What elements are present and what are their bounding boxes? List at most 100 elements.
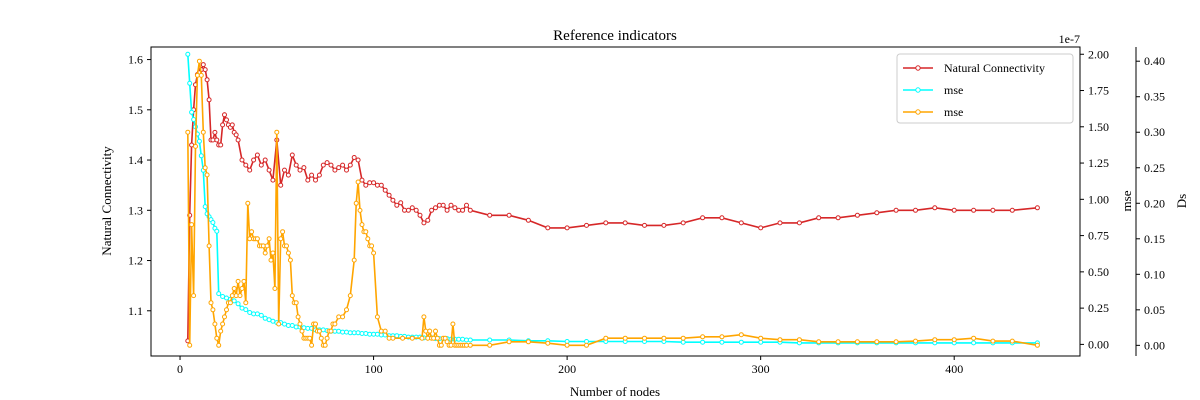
series-2-point — [374, 331, 380, 337]
ds-tick-label: 0.25 — [1144, 161, 1165, 175]
series-1-point — [336, 165, 342, 171]
series-1-point — [932, 205, 938, 211]
series-3-point — [293, 300, 299, 306]
series-1-point — [417, 212, 423, 218]
series-1-point — [202, 67, 208, 73]
series-3-point — [506, 339, 512, 345]
series-3-point — [378, 328, 384, 334]
legend-label: mse — [944, 83, 963, 97]
series-1-point — [777, 220, 783, 226]
series-1-point — [460, 207, 466, 213]
series-1-point — [661, 222, 667, 228]
series-3-point — [400, 335, 406, 341]
series-2-point — [198, 153, 204, 159]
series-2-point — [254, 311, 260, 317]
legend-label: Natural Connectivity — [944, 61, 1045, 75]
series-3-point — [438, 342, 444, 348]
series-1-point — [371, 180, 377, 186]
series-2-point — [355, 330, 361, 336]
series-3-point — [487, 342, 493, 348]
series-3-point — [249, 229, 255, 235]
series-1-point — [316, 172, 322, 178]
series-1-point — [429, 207, 435, 213]
series-1-point — [738, 220, 744, 226]
series-1-point — [204, 77, 210, 83]
series-3-point — [913, 338, 918, 344]
mse-axis-label: mse — [1119, 190, 1134, 211]
series-3-point — [210, 307, 216, 313]
series-1-point — [229, 122, 235, 128]
x-axis-label: Number of nodes — [570, 384, 660, 399]
series-1-point — [297, 167, 303, 173]
series-3-point — [216, 342, 222, 348]
series-3-point — [270, 250, 276, 256]
ds-tick-label: 0.30 — [1144, 125, 1165, 139]
series-1-point — [243, 162, 249, 168]
series-3-point — [274, 129, 280, 135]
legend-swatch-marker — [915, 109, 921, 115]
series-1-point — [210, 137, 216, 143]
series-3-point — [355, 179, 361, 185]
plot-border — [150, 46, 1081, 357]
series-1-point — [448, 202, 454, 208]
mse-tick-label: 0.75 — [1088, 229, 1109, 243]
left-axis-label: Natural Connectivity — [99, 146, 114, 256]
series-1-point — [444, 207, 450, 213]
series-1-point — [351, 155, 357, 160]
series-3-point — [206, 243, 212, 249]
series-1-point — [258, 162, 264, 168]
series-1-point — [332, 167, 338, 173]
series-2-point — [680, 339, 686, 345]
left-tick-label: 1.3 — [128, 203, 143, 217]
series-1-point — [545, 225, 551, 231]
series-1-point — [309, 172, 315, 178]
series-3-point — [738, 332, 744, 338]
legend-item-2: mse — [903, 83, 963, 97]
series-3-point — [280, 229, 286, 235]
series-1-point — [313, 177, 318, 183]
series-1-point — [913, 207, 918, 213]
series-1-point — [854, 212, 860, 218]
series-1-point — [282, 167, 287, 173]
series-1-point — [1009, 207, 1015, 213]
series-2-point — [216, 291, 222, 297]
series-3-point — [318, 335, 324, 341]
series-3-point — [951, 337, 957, 343]
series-1-point — [355, 157, 361, 163]
series-3-point — [409, 335, 415, 341]
series-2-point — [185, 51, 191, 57]
series-3-point — [328, 328, 334, 334]
ds-tick-label: 0.15 — [1144, 232, 1165, 246]
series-1-point — [233, 132, 239, 138]
legend-item-3: mse — [903, 105, 963, 119]
series-3-point — [816, 339, 822, 345]
series-3-point — [700, 334, 706, 340]
left-tick-label: 1.6 — [128, 53, 143, 67]
series-3-point — [661, 335, 667, 341]
series-3-point — [262, 250, 268, 256]
series-3-point — [200, 129, 206, 135]
series-1-point — [224, 117, 229, 123]
mse-tick-label: 2.00 — [1088, 47, 1109, 61]
series-3-point — [196, 58, 202, 64]
series-2-point — [210, 220, 216, 225]
series-1-point — [324, 160, 330, 166]
series-3-point — [316, 328, 322, 334]
x-tick-label: 400 — [945, 362, 963, 376]
ds-axis-label: Ds — [1174, 194, 1189, 208]
series-3-point — [247, 236, 253, 242]
series-1-point — [440, 202, 446, 208]
series-2-point — [235, 301, 241, 307]
series-3-point — [971, 335, 977, 341]
series-1-point — [270, 177, 276, 183]
series-1-point — [386, 192, 392, 198]
series-3-point — [264, 243, 270, 249]
series-1-point — [293, 162, 299, 168]
series-1-point — [835, 215, 841, 221]
series-3-point — [218, 328, 224, 334]
series-1-point — [254, 152, 260, 158]
series-3-point — [254, 236, 260, 242]
series-3-point — [214, 335, 220, 341]
series-3-point — [227, 300, 233, 306]
series-3-point — [1009, 338, 1015, 344]
